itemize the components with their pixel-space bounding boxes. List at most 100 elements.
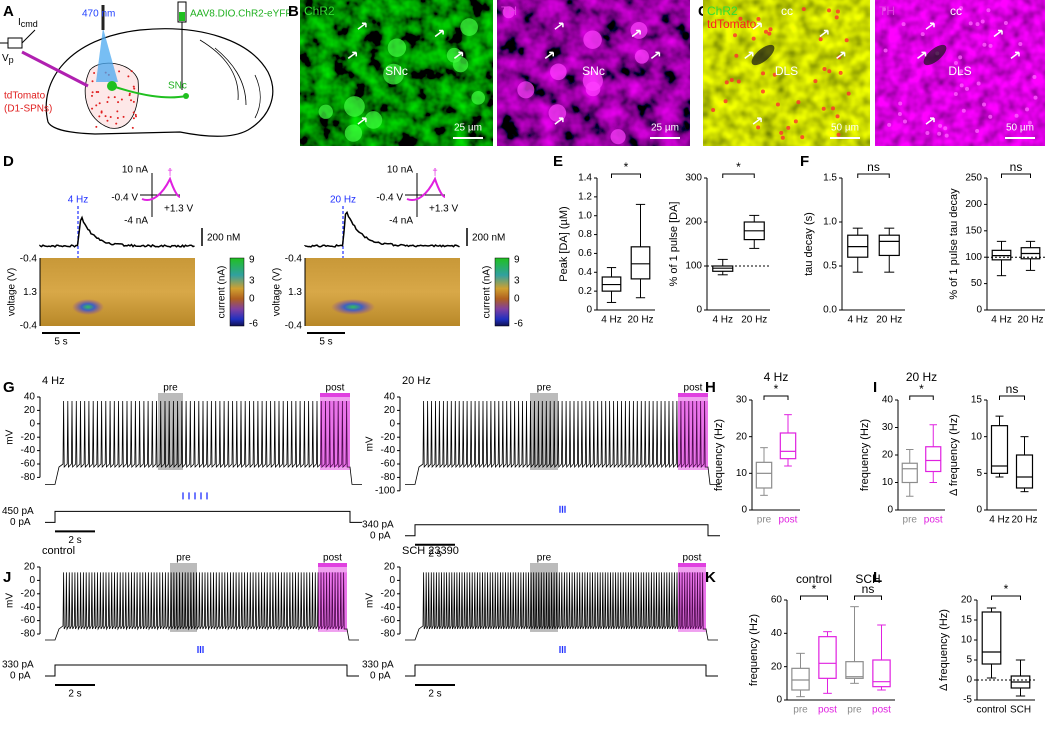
- post-label: post: [326, 383, 345, 394]
- current-label: 450 pA: [2, 506, 34, 517]
- y-tick-label: 10: [961, 635, 973, 646]
- cell-body: [953, 91, 958, 96]
- cell-body: [898, 101, 903, 106]
- significance-label: ns: [862, 582, 875, 596]
- colorplot: [40, 258, 195, 326]
- cell-body: [838, 70, 843, 75]
- cv-bottom: -4 nA: [389, 216, 413, 227]
- y-tick-label: -60: [21, 615, 36, 626]
- x-tick-label: post: [779, 515, 798, 526]
- cell-dot: [127, 75, 130, 78]
- cell-body: [711, 107, 716, 112]
- cell-dot: [95, 90, 98, 93]
- y-axis-label: mV: [5, 429, 16, 444]
- y-tick-label: -40: [21, 602, 36, 613]
- y-axis-label: mV: [365, 593, 376, 608]
- cell-body: [988, 43, 993, 48]
- target-label: SNc: [168, 81, 187, 92]
- y-tick-label: -60: [381, 615, 396, 626]
- y-tick-label: 20: [384, 405, 396, 416]
- cell-body: [767, 31, 772, 36]
- cell-body: [502, 6, 515, 19]
- y-tick-label: 5: [966, 655, 972, 666]
- da-trace: [304, 210, 460, 248]
- y-tick-label: 40: [384, 392, 396, 403]
- y-axis-label: tau decay (s): [803, 212, 815, 276]
- x-tick-label: pre: [847, 705, 862, 716]
- pipette: [21, 50, 89, 88]
- cell-body: [344, 124, 363, 142]
- current-step: [405, 524, 720, 537]
- cell-body: [364, 111, 383, 129]
- cv-top: 10 nA: [122, 165, 148, 176]
- conc-scale: 200 nM: [472, 233, 505, 244]
- voltage-trace: [45, 400, 362, 485]
- y-tick-label: 0: [976, 305, 982, 316]
- box: [925, 446, 942, 473]
- colorplot: [305, 258, 460, 326]
- time-scale: 2 s: [68, 535, 81, 546]
- y-tick-label: 1.2: [578, 191, 592, 202]
- y-tick-label: 15: [971, 395, 983, 406]
- box: [630, 246, 651, 280]
- cell-dot: [106, 100, 109, 103]
- arrow: [917, 51, 927, 59]
- significance-bracket: [800, 595, 828, 600]
- cell-body: [768, 27, 773, 32]
- y-axis-label: frequency (Hz): [713, 419, 725, 491]
- cell-body: [986, 8, 991, 13]
- box: [872, 659, 891, 688]
- region-label: SNc: [385, 64, 408, 78]
- x-tick-label: 4 Hz: [991, 315, 1012, 326]
- cell-body: [883, 48, 888, 53]
- cell-body: [822, 67, 827, 72]
- arrow: [357, 117, 367, 125]
- cell-dot: [118, 70, 121, 73]
- arrow: [752, 22, 762, 30]
- cell-body: [550, 63, 567, 81]
- significance-label: *: [1004, 582, 1009, 596]
- cbar-label: current (nA): [217, 266, 228, 319]
- region-label: DLS: [948, 64, 971, 78]
- cell-body: [1033, 95, 1038, 100]
- pre-label: pre: [537, 553, 552, 564]
- cell-body: [846, 91, 851, 96]
- current-step: [45, 664, 359, 677]
- cell-body: [775, 102, 780, 107]
- cell-body: [943, 126, 948, 131]
- vp-sub: p: [9, 55, 14, 65]
- arrow: [993, 29, 1003, 38]
- y-axis-label: voltage (V): [272, 268, 283, 316]
- y-tick-label: -40: [381, 602, 396, 613]
- post-label: post: [683, 553, 702, 564]
- arrow: [347, 51, 357, 59]
- stim-label: 4 Hz: [68, 195, 89, 206]
- colorbar: [229, 257, 245, 327]
- scale-label: 50 µm: [831, 123, 859, 134]
- y-tick-label: 20: [961, 595, 973, 606]
- zero-label: 0 pA: [10, 671, 31, 682]
- cell-body: [732, 33, 737, 38]
- x-tick-label: pre: [757, 515, 772, 526]
- cell-body: [818, 37, 823, 42]
- cell-body: [830, 106, 835, 111]
- cell-body: [975, 128, 980, 133]
- panel-label: H: [705, 379, 716, 396]
- y-tick-label: 5: [976, 468, 982, 479]
- cell-body: [944, 133, 949, 138]
- y-tick-label: 0.2: [578, 286, 592, 297]
- cv-right: +1.3 V: [164, 204, 194, 215]
- panel-label: D: [3, 153, 14, 170]
- scale-label: 25 µm: [651, 123, 679, 134]
- significance-bracket: [722, 173, 755, 178]
- syringe-fill: [179, 12, 185, 21]
- dagger: †: [432, 168, 438, 179]
- y-axis-label: mV: [365, 436, 376, 451]
- pre-label: pre: [176, 553, 191, 564]
- scale-label: 25 µm: [454, 123, 482, 134]
- y-axis-label: % of 1 pulse tau decay: [948, 188, 960, 300]
- cell-body: [976, 81, 981, 86]
- cell-body: [1003, 21, 1008, 26]
- y-tick-label: -60: [381, 459, 396, 470]
- y-tick-label: 0: [389, 575, 395, 586]
